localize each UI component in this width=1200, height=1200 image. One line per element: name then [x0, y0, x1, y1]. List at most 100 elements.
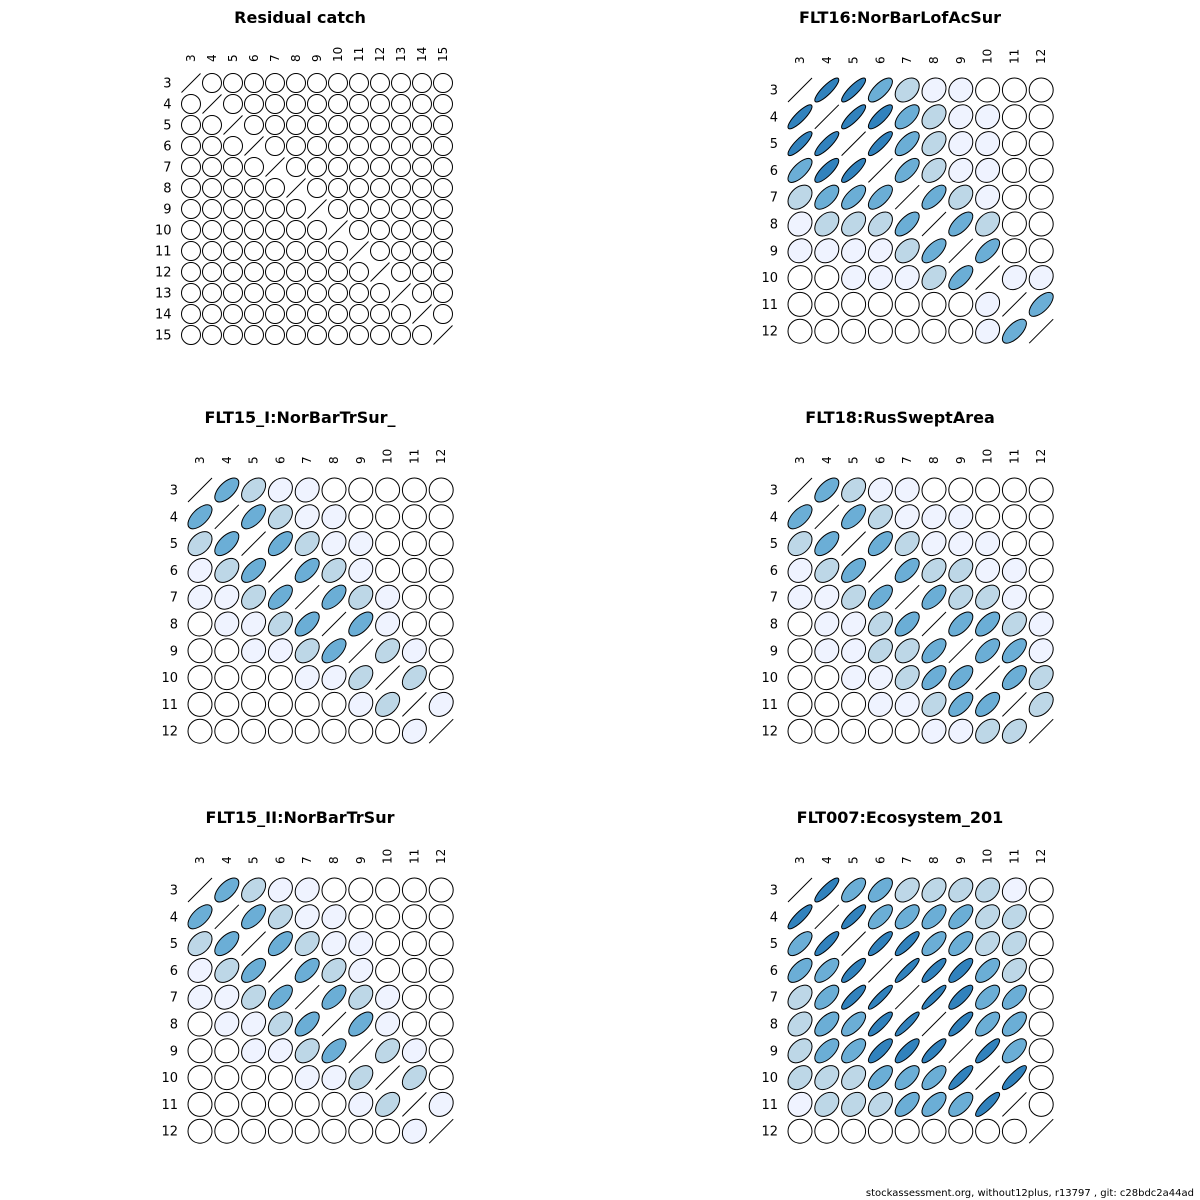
correlation-ellipse — [401, 984, 427, 1010]
column-label: 8 — [927, 856, 941, 864]
correlation-ellipse — [948, 957, 974, 983]
correlation-ellipse — [375, 531, 401, 557]
correlation-ellipse — [1001, 904, 1027, 930]
correlation-ellipse — [214, 557, 240, 583]
correlation-ellipse — [921, 877, 947, 903]
column-label: 4 — [820, 456, 834, 464]
row-label: 6 — [170, 964, 178, 979]
correlation-ellipse — [894, 1118, 920, 1144]
correlation-ellipse — [321, 1038, 347, 1064]
correlation-ellipse — [841, 611, 867, 637]
correlation-ellipse — [370, 157, 390, 177]
row-label: 9 — [770, 1044, 778, 1059]
correlation-ellipse — [370, 241, 390, 261]
correlation-ellipse — [187, 904, 213, 930]
correlation-ellipse — [375, 584, 401, 610]
correlation-ellipse — [244, 199, 264, 219]
correlation-ellipse — [894, 318, 920, 344]
correlation-ellipse — [265, 220, 285, 240]
correlation-ellipse — [348, 718, 374, 744]
correlation-ellipse — [321, 504, 347, 530]
correlation-ellipse — [294, 1118, 320, 1144]
correlation-ellipse — [370, 304, 390, 324]
correlation-ellipse — [294, 904, 320, 930]
correlation-ellipse — [202, 241, 222, 261]
correlation-ellipse — [214, 665, 240, 691]
correlation-ellipse — [975, 157, 1001, 183]
correlation-ellipse — [975, 877, 1001, 903]
correlation-ellipse — [328, 241, 348, 261]
correlation-ellipse — [841, 1011, 867, 1037]
correlation-ellipse — [375, 877, 401, 903]
correlation-ellipse — [428, 584, 454, 610]
correlation-ellipse — [921, 665, 947, 691]
correlation-ellipse — [867, 1118, 893, 1144]
correlation-ellipse — [921, 131, 947, 157]
row-label: 10 — [761, 271, 778, 286]
row-label: 8 — [170, 618, 178, 633]
correlation-ellipse — [841, 104, 867, 130]
correlation-ellipse — [814, 131, 840, 157]
correlation-ellipse — [921, 157, 947, 183]
column-label: 10 — [981, 449, 995, 464]
correlation-ellipse — [181, 241, 201, 261]
correlation-ellipse — [294, 1038, 320, 1064]
correlation-ellipse — [1028, 877, 1054, 903]
diagonal-mark — [814, 904, 840, 930]
row-label: 11 — [761, 1098, 778, 1113]
correlation-ellipse — [921, 1118, 947, 1144]
correlation-ellipse — [814, 557, 840, 583]
correlation-ellipse — [401, 1118, 427, 1144]
row-label: 6 — [770, 964, 778, 979]
correlation-ellipse — [349, 262, 369, 282]
correlation-ellipse — [181, 262, 201, 282]
correlation-ellipse — [975, 211, 1001, 237]
row-label: 10 — [161, 671, 178, 686]
correlation-ellipse — [1028, 77, 1054, 103]
correlation-ellipse — [787, 318, 813, 344]
correlation-ellipse — [214, 691, 240, 717]
correlation-ellipse — [1001, 131, 1027, 157]
correlation-ellipse — [1028, 904, 1054, 930]
correlation-ellipse — [894, 265, 920, 291]
correlation-ellipse — [787, 1038, 813, 1064]
correlation-ellipse — [412, 94, 432, 114]
row-label: 8 — [163, 182, 171, 197]
column-label: 9 — [354, 856, 368, 864]
correlation-ellipse — [294, 638, 320, 664]
correlation-ellipse — [841, 638, 867, 664]
correlation-ellipse — [948, 184, 974, 210]
diagonal-mark — [214, 504, 240, 530]
column-label: 11 — [352, 47, 366, 62]
correlation-ellipse — [401, 1065, 427, 1091]
diagonal-mark — [1028, 1118, 1054, 1144]
correlation-ellipse — [841, 557, 867, 583]
correlation-ellipse — [867, 77, 893, 103]
column-label: 5 — [247, 456, 261, 464]
correlation-ellipse — [814, 665, 840, 691]
correlation-ellipse — [244, 115, 264, 135]
correlation-ellipse — [921, 504, 947, 530]
correlation-ellipse — [894, 531, 920, 557]
correlation-ellipse — [1028, 238, 1054, 264]
row-label: 10 — [161, 1071, 178, 1086]
correlation-ellipse — [214, 1011, 240, 1037]
correlation-ellipse — [321, 1091, 347, 1117]
row-label: 4 — [170, 910, 178, 925]
correlation-ellipse — [1028, 104, 1054, 130]
correlation-ellipse — [241, 477, 267, 503]
correlation-ellipse — [294, 557, 320, 583]
correlation-ellipse — [321, 638, 347, 664]
column-label: 11 — [407, 849, 421, 864]
correlation-ellipse — [894, 611, 920, 637]
correlation-ellipse — [223, 220, 243, 240]
correlation-ellipse — [286, 136, 306, 156]
correlation-ellipse — [307, 157, 327, 177]
correlation-ellipse — [294, 531, 320, 557]
correlation-ellipse — [294, 931, 320, 957]
correlation-ellipse — [202, 157, 222, 177]
column-label: 12 — [1034, 449, 1048, 464]
correlation-ellipse — [401, 638, 427, 664]
correlation-ellipse — [267, 1011, 293, 1037]
correlation-ellipse — [267, 1038, 293, 1064]
